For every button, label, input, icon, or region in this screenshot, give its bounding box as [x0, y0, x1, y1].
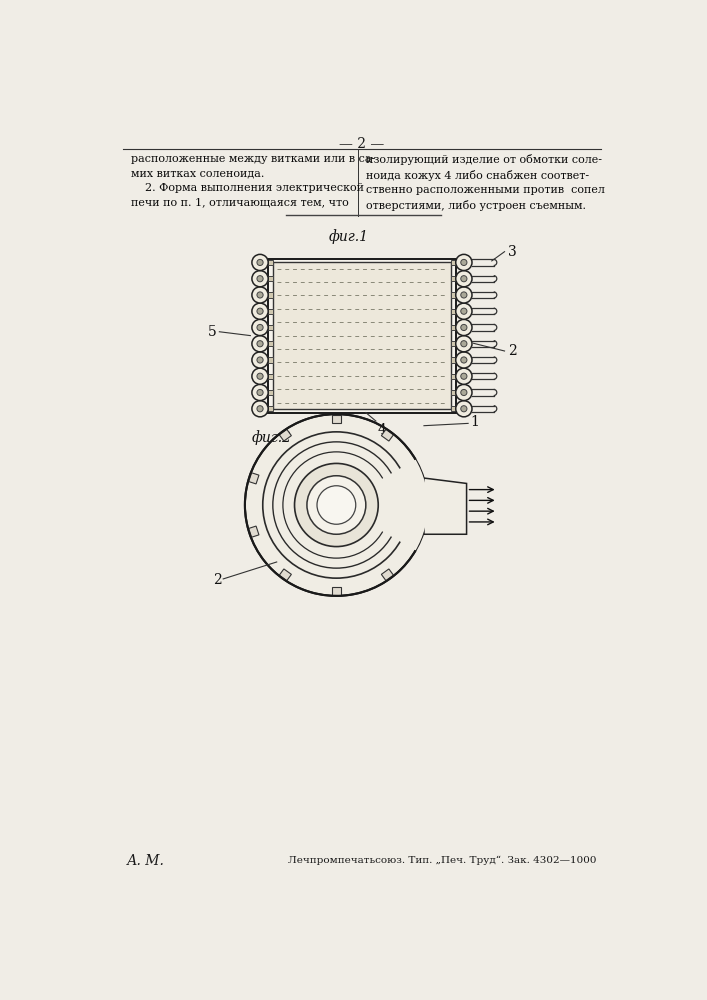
- Circle shape: [252, 401, 268, 417]
- Circle shape: [461, 406, 467, 412]
- Circle shape: [257, 308, 263, 314]
- Bar: [249, 473, 259, 484]
- Circle shape: [257, 292, 263, 298]
- Text: 1: 1: [470, 415, 479, 429]
- Text: расположенные между витками или в са-
мих витках соленоида.
    2. Форма выполне: расположенные между витками или в са- ми…: [131, 154, 375, 207]
- Bar: [414, 473, 424, 484]
- Circle shape: [461, 357, 467, 363]
- Text: 2: 2: [213, 573, 222, 587]
- Circle shape: [461, 389, 467, 396]
- Text: фиг.1: фиг.1: [329, 229, 368, 244]
- Circle shape: [257, 357, 263, 363]
- Bar: [451, 325, 456, 330]
- Bar: [451, 390, 456, 395]
- Circle shape: [252, 352, 268, 368]
- Circle shape: [461, 292, 467, 298]
- Circle shape: [461, 259, 467, 266]
- Text: А. М.: А. М.: [127, 854, 165, 868]
- Circle shape: [461, 373, 467, 379]
- Circle shape: [257, 373, 263, 379]
- Text: фиг.2: фиг.2: [251, 430, 291, 445]
- Circle shape: [295, 463, 378, 547]
- Circle shape: [257, 259, 263, 266]
- Bar: [414, 526, 424, 537]
- Bar: [268, 406, 273, 411]
- Wedge shape: [337, 460, 428, 550]
- Circle shape: [461, 341, 467, 347]
- Circle shape: [245, 414, 428, 596]
- Circle shape: [456, 384, 472, 401]
- Circle shape: [252, 271, 268, 287]
- Bar: [268, 390, 273, 395]
- Bar: [451, 276, 456, 281]
- Circle shape: [456, 401, 472, 417]
- Circle shape: [456, 303, 472, 319]
- Bar: [268, 260, 273, 265]
- Bar: [249, 526, 259, 537]
- Circle shape: [461, 324, 467, 331]
- Circle shape: [252, 384, 268, 401]
- Circle shape: [317, 486, 356, 524]
- Circle shape: [252, 336, 268, 352]
- Circle shape: [307, 476, 366, 534]
- Bar: [451, 374, 456, 379]
- Circle shape: [257, 406, 263, 412]
- Circle shape: [252, 287, 268, 303]
- Text: 3: 3: [508, 245, 516, 259]
- Circle shape: [252, 254, 268, 271]
- Bar: [268, 325, 273, 330]
- Circle shape: [461, 308, 467, 314]
- Circle shape: [257, 324, 263, 331]
- Bar: [451, 260, 456, 265]
- Circle shape: [252, 319, 268, 336]
- Circle shape: [456, 287, 472, 303]
- Bar: [451, 309, 456, 314]
- Circle shape: [456, 352, 472, 368]
- Text: 4: 4: [378, 423, 386, 437]
- Bar: [451, 406, 456, 411]
- Bar: [268, 276, 273, 281]
- Bar: [273, 262, 451, 409]
- Circle shape: [456, 319, 472, 336]
- Circle shape: [257, 389, 263, 396]
- Bar: [451, 341, 456, 346]
- Bar: [268, 292, 273, 298]
- Circle shape: [257, 276, 263, 282]
- Bar: [381, 429, 393, 441]
- Circle shape: [252, 368, 268, 384]
- Text: изолирующий изделие от обмотки соле-
ноида кожух 4 либо снабжен соответ-
ственно: изолирующий изделие от обмотки соле- нои…: [366, 154, 604, 211]
- Text: Лечпромпечатьсоюз. Тип. „Печ. Труд“. Зак. 4302—1000: Лечпромпечатьсоюз. Тип. „Печ. Труд“. Зак…: [288, 856, 596, 865]
- Bar: [268, 374, 273, 379]
- Circle shape: [456, 254, 472, 271]
- Bar: [268, 309, 273, 314]
- Bar: [268, 341, 273, 346]
- Circle shape: [461, 276, 467, 282]
- Bar: [451, 292, 456, 298]
- Bar: [332, 587, 341, 595]
- Circle shape: [257, 341, 263, 347]
- Circle shape: [252, 303, 268, 319]
- Bar: [279, 429, 291, 441]
- Text: 2: 2: [508, 344, 516, 358]
- Bar: [268, 259, 456, 413]
- Bar: [268, 357, 273, 363]
- Circle shape: [456, 336, 472, 352]
- Bar: [381, 569, 393, 581]
- Bar: [279, 569, 291, 581]
- Circle shape: [456, 271, 472, 287]
- Text: 5: 5: [207, 325, 216, 339]
- Bar: [451, 357, 456, 363]
- Polygon shape: [424, 478, 467, 534]
- Text: — 2 —: — 2 —: [339, 137, 385, 151]
- Circle shape: [456, 368, 472, 384]
- Bar: [332, 415, 341, 423]
